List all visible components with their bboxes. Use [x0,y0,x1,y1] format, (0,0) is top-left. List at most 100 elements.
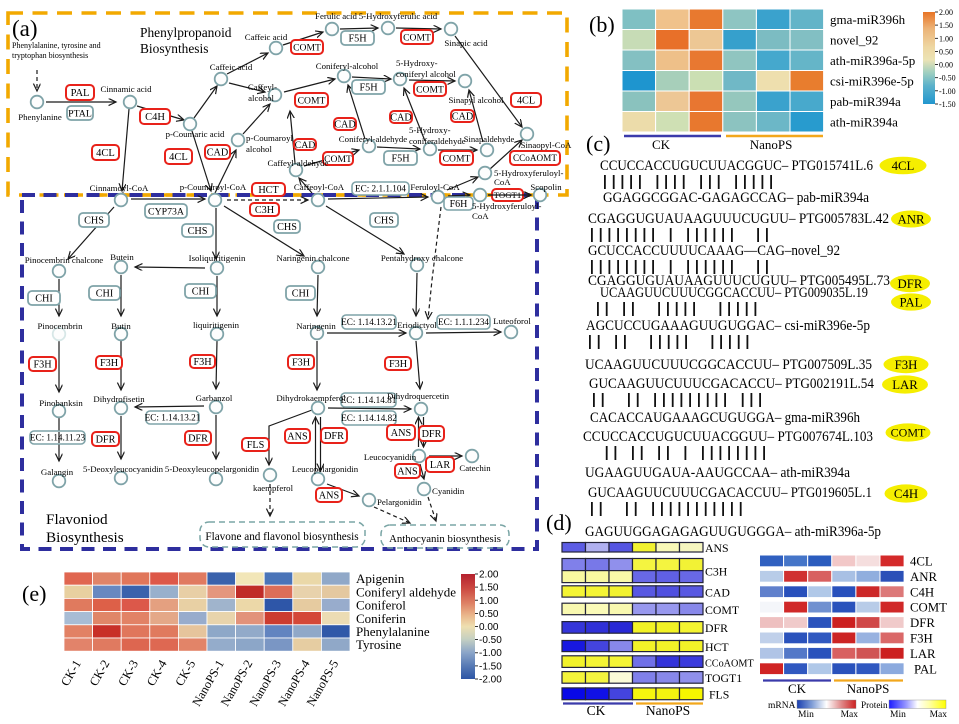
svg-text:Dihydrofisetin: Dihydrofisetin [93,394,145,404]
svg-text:ANS: ANS [705,541,729,555]
svg-text:F5H: F5H [359,82,378,93]
svg-text:GGAGGCGGAC-GAGAGCCAG– pab-miR3: GGAGGCGGAC-GAGAGCCAG– pab-miR394a [603,190,869,206]
svg-text:Phenylanine: Phenylanine [18,112,62,122]
svg-text:2.00: 2.00 [939,8,953,17]
svg-text:DFR: DFR [422,429,442,440]
svg-text:CHI: CHI [96,288,114,299]
svg-text:CCoAOMT: CCoAOMT [513,153,557,163]
svg-text:CoA: CoA [494,177,511,187]
svg-text:gma-miR396h: gma-miR396h [830,12,906,27]
svg-text:2.00: 2.00 [479,570,499,581]
svg-text:CHI: CHI [35,293,53,304]
svg-text:Biosynthesis: Biosynthesis [140,41,208,56]
svg-text:CK: CK [652,137,671,152]
svg-text:F3H: F3H [292,357,311,368]
svg-text:CHS: CHS [188,226,208,237]
svg-text:FLS: FLS [247,440,265,451]
svg-text:C4H: C4H [910,585,934,599]
svg-text:EC: 1.1.1.234: EC: 1.1.1.234 [438,317,489,327]
svg-text:CK: CK [788,681,807,696]
svg-text:EC: 1.14.14.82: EC: 1.14.14.82 [341,413,397,423]
svg-text:0.50: 0.50 [939,47,953,56]
svg-text:-0.50: -0.50 [479,635,502,646]
svg-text:F6H: F6H [450,199,468,210]
svg-text:LAR: LAR [430,460,451,471]
svg-text:kaempferol: kaempferol [253,483,294,493]
svg-text:EC: 1.14.13.21: EC: 1.14.13.21 [145,413,201,423]
svg-text:(e): (e) [22,581,46,606]
svg-text:CYP73A: CYP73A [148,206,184,217]
svg-text:Naringenin: Naringenin [296,321,336,331]
svg-text:ANR: ANR [910,570,937,584]
svg-text:COMT: COMT [324,154,352,165]
svg-text:1.50: 1.50 [479,583,499,594]
svg-text:-0.50: -0.50 [939,74,956,83]
svg-text:COMT: COMT [403,32,431,43]
svg-text:4CL: 4CL [910,555,933,569]
svg-text:Flavone and flavonol biosynthe: Flavone and flavonol biosynthesis [205,531,358,543]
svg-text:5-Deoxyleucopelargonidin: 5-Deoxyleucopelargonidin [165,464,260,474]
svg-text:alcohol: alcohol [246,144,272,154]
svg-text:liquiritigenin: liquiritigenin [193,320,240,330]
svg-text:Min: Min [798,710,814,719]
svg-text:0.50: 0.50 [479,609,499,620]
svg-text:EC: 1.14.13.21: EC: 1.14.13.21 [341,317,397,327]
svg-text:EC: 2.1.1.104: EC: 2.1.1.104 [355,184,406,194]
svg-text:mRNA: mRNA [768,701,796,711]
svg-text:C3H: C3H [255,205,275,216]
svg-text:COMT: COMT [298,95,326,106]
svg-text:tryptophan biosynthesis: tryptophan biosynthesis [12,51,88,60]
svg-text:-1.50: -1.50 [479,661,502,672]
svg-text:Max: Max [930,710,948,719]
svg-text:Sinapaldehyde: Sinapaldehyde [464,134,515,144]
svg-text:CAD: CAD [390,112,412,123]
svg-text:-1.50: -1.50 [939,100,956,109]
svg-text:csi-miR396e-5p: csi-miR396e-5p [830,73,914,88]
svg-text:Cinnamic acid: Cinnamic acid [100,84,152,94]
svg-text:Anthocyanin biosynthesis: Anthocyanin biosynthesis [389,533,501,545]
svg-text:Pelargonidin: Pelargonidin [377,497,422,507]
svg-text:Leucopelargonidin: Leucopelargonidin [292,464,359,474]
svg-text:Dihydrokaempferol: Dihydrokaempferol [276,393,346,403]
svg-text:p-Coumaroyl-CoA: p-Coumaroyl-CoA [180,182,247,192]
svg-text:CGAGGUGUAUAAGUUUCUGUU– PTG0054: CGAGGUGUAUAAGUUUCUGUU– PTG005495L.73 [588,273,890,289]
svg-text:CACACCAUGAAAGCUGUGGA– gma-miR3: CACACCAUGAAAGCUGUGGA– gma-miR396h [590,410,860,426]
svg-text:novel_92: novel_92 [830,32,878,47]
svg-text:ANS: ANS [319,490,340,501]
svg-text:F3H: F3H [193,357,212,368]
svg-text:Pentahydroxy chalcone: Pentahydroxy chalcone [381,253,463,263]
svg-text:Coniferyl aldehyde: Coniferyl aldehyde [356,584,456,599]
svg-text:4CL: 4CL [96,148,115,159]
svg-text:Coniferin: Coniferin [356,611,406,626]
svg-text:(c): (c) [586,131,610,156]
svg-text:CCUCCACCUGUCUUACGGUU– PTG00767: CCUCCACCUGUCUUACGGUU– PTG007674L.103 [583,429,873,445]
svg-text:EC: 1.14.14.81: EC: 1.14.14.81 [341,395,397,405]
svg-text:Caffeic acid: Caffeic acid [245,32,288,42]
svg-text:4CL: 4CL [169,152,188,163]
svg-text:AGCUCCUGAAAGUUGUGGAC– csi-miR3: AGCUCCUGAAAGUUGUGGAC– csi-miR396e-5p [586,318,870,334]
svg-text:DFR: DFR [96,434,116,445]
svg-text:GUCAAGUUCUUUCGACACCUU– PTG0196: GUCAAGUUCUUUCGACACCUU– PTG019605L.1 [588,485,872,501]
svg-text:1.00: 1.00 [939,34,953,43]
svg-text:Naringenin chalcone: Naringenin chalcone [276,253,349,263]
svg-text:Phenylalanine: Phenylalanine [356,624,430,639]
svg-text:ath-miR396a-5p: ath-miR396a-5p [830,53,915,68]
svg-text:-1.00: -1.00 [939,87,956,96]
svg-text:1.00: 1.00 [479,596,499,607]
svg-text:0.00: 0.00 [939,61,953,70]
svg-text:COMT: COMT [293,42,321,53]
svg-text:(b): (b) [589,12,615,37]
svg-text:Coniferyl-alcohol: Coniferyl-alcohol [316,61,379,71]
svg-text:coniferyl alcohol: coniferyl alcohol [396,69,456,79]
svg-text:TOGT1: TOGT1 [705,671,742,685]
svg-text:CCoAOMT: CCoAOMT [705,658,754,669]
svg-text:CK: CK [587,703,606,718]
svg-text:COMT: COMT [416,84,444,95]
svg-text:alcohol: alcohol [248,93,274,103]
svg-text:Catechin: Catechin [459,463,491,473]
svg-text:UGAAGUUGAUA-AAUGCCAA– ath-miR3: UGAAGUUGAUA-AAUGCCAA– ath-miR394a [585,465,850,481]
svg-text:Phenylalanine, tyrosine and: Phenylalanine, tyrosine and [12,41,101,50]
svg-text:p-Coumaroyl: p-Coumaroyl [246,133,293,143]
svg-text:Max: Max [841,710,859,719]
svg-text:5-Hydroxy-: 5-Hydroxy- [396,58,438,68]
